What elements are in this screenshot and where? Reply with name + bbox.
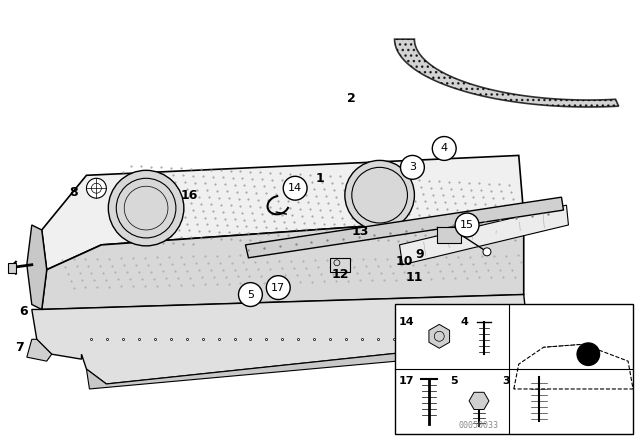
Circle shape xyxy=(483,248,491,256)
Circle shape xyxy=(345,160,415,230)
Circle shape xyxy=(86,178,106,198)
Text: 16: 16 xyxy=(180,189,198,202)
Text: 4: 4 xyxy=(441,143,448,154)
Polygon shape xyxy=(429,324,449,348)
Polygon shape xyxy=(42,155,524,270)
Polygon shape xyxy=(27,225,47,310)
Text: 3: 3 xyxy=(409,162,416,172)
Polygon shape xyxy=(27,339,52,361)
Text: 3: 3 xyxy=(502,376,509,386)
Text: 17: 17 xyxy=(271,283,285,293)
Text: 5: 5 xyxy=(247,289,254,300)
Circle shape xyxy=(577,342,600,366)
Polygon shape xyxy=(469,392,489,409)
Bar xyxy=(8,263,16,273)
Circle shape xyxy=(432,137,456,160)
Circle shape xyxy=(401,155,424,179)
Circle shape xyxy=(455,213,479,237)
Text: 8: 8 xyxy=(69,186,78,199)
Text: 17: 17 xyxy=(399,376,414,386)
Text: 12: 12 xyxy=(331,268,349,281)
Circle shape xyxy=(108,170,184,246)
Circle shape xyxy=(239,283,262,306)
Polygon shape xyxy=(42,215,524,310)
Text: 14: 14 xyxy=(288,183,302,193)
Polygon shape xyxy=(246,197,563,258)
Text: 1: 1 xyxy=(316,172,324,185)
Text: 11: 11 xyxy=(406,271,423,284)
Text: 00050033: 00050033 xyxy=(458,421,498,430)
Text: 7: 7 xyxy=(15,341,24,354)
Text: 4: 4 xyxy=(460,317,468,327)
Bar xyxy=(437,227,461,243)
Text: 6: 6 xyxy=(20,305,28,318)
Text: 14: 14 xyxy=(399,317,414,327)
Polygon shape xyxy=(399,205,568,265)
Bar xyxy=(330,258,350,271)
Text: 2: 2 xyxy=(348,92,356,105)
Circle shape xyxy=(266,276,290,300)
Polygon shape xyxy=(394,39,619,107)
Text: 5: 5 xyxy=(451,376,458,386)
Text: 10: 10 xyxy=(396,255,413,268)
Circle shape xyxy=(284,177,307,200)
Text: 9: 9 xyxy=(415,248,424,261)
Text: 13: 13 xyxy=(351,225,369,238)
Polygon shape xyxy=(32,294,529,384)
Text: 15: 15 xyxy=(460,220,474,230)
Bar xyxy=(394,305,633,434)
Polygon shape xyxy=(86,339,529,389)
